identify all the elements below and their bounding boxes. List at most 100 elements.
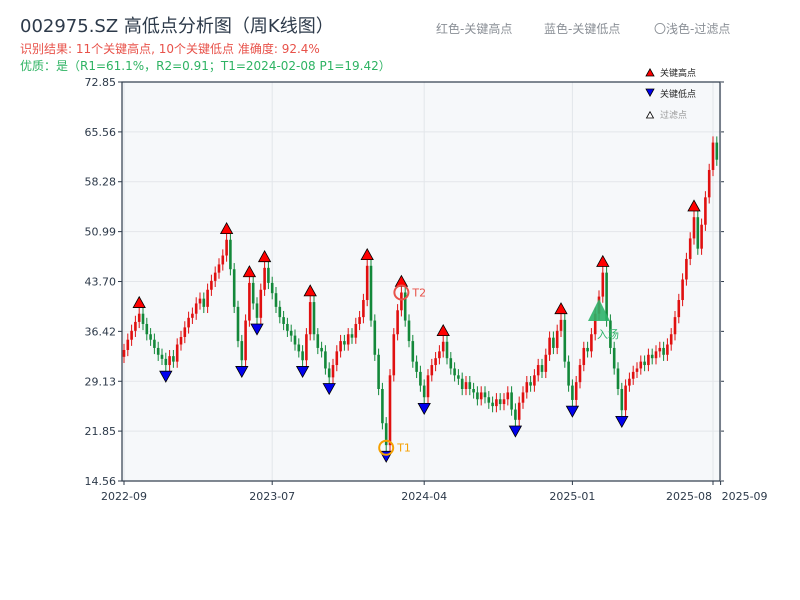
candle-body: [358, 317, 361, 324]
header-legend-red: 红色-关键高点: [436, 22, 513, 36]
legend-high-label: 关键高点: [660, 67, 696, 79]
candle-body: [156, 347, 160, 355]
candle-body: [567, 361, 570, 386]
candle-body: [628, 378, 631, 386]
candle-body: [498, 399, 502, 405]
candle-body: [229, 239, 232, 270]
key-low-marker: [417, 402, 431, 416]
key-low-marker: [508, 425, 523, 438]
candle-body: [248, 282, 251, 321]
candle-body: [388, 375, 392, 446]
candle-body: [403, 292, 407, 321]
candle-body: [126, 339, 130, 350]
candle-body: [662, 347, 665, 355]
candle-body: [297, 344, 301, 352]
candle-body: [552, 337, 555, 348]
header-legend-blue: 蓝色-关键低点: [544, 22, 621, 36]
legend-high-icon: [645, 67, 655, 77]
candle-body: [141, 313, 145, 324]
candle-body: [267, 267, 270, 283]
key-low-marker: [250, 323, 264, 336]
candle-body: [293, 335, 297, 345]
candle-body: [335, 351, 339, 366]
candle-body: [582, 347, 586, 366]
key-high-marker: [219, 221, 234, 235]
candle-body: [643, 361, 646, 366]
candle-body: [464, 382, 468, 390]
candle-body: [673, 317, 677, 335]
candle-body: [419, 371, 422, 386]
candle-body: [517, 402, 521, 420]
candle-body: [308, 302, 312, 335]
y-tick-label: 14.56: [85, 475, 117, 488]
key-high-marker: [257, 250, 272, 263]
candle-body: [715, 142, 719, 160]
candle-body: [210, 280, 213, 290]
candle-body: [384, 423, 388, 446]
candle-body: [312, 302, 316, 335]
candle-body: [457, 375, 460, 379]
candle-body: [301, 351, 304, 361]
candle-body: [316, 334, 320, 348]
candle-body: [688, 238, 692, 259]
y-tick-label: 65.56: [85, 126, 117, 139]
candle-body: [160, 354, 164, 359]
candle-body: [172, 356, 175, 362]
key-high-marker: [436, 323, 450, 337]
candle-body: [677, 300, 681, 318]
candle-body: [263, 267, 266, 290]
legend-low-label: 关键低点: [660, 88, 696, 100]
candle-body: [164, 358, 168, 366]
candle-body: [521, 392, 525, 403]
candle-body: [221, 255, 225, 265]
candle-body: [510, 392, 513, 410]
candle-body: [453, 368, 456, 376]
candle-body: [130, 330, 133, 340]
candle-body: [194, 303, 198, 314]
annotation-label-T1: T1: [396, 442, 411, 455]
candle-body: [350, 334, 354, 338]
candle-body: [441, 341, 445, 352]
candle-body: [544, 354, 548, 372]
candle-body: [354, 323, 358, 338]
candle-body: [274, 293, 278, 307]
key-low-marker: [565, 405, 580, 418]
x-tick-label: 2023-07: [249, 490, 295, 503]
candle-body: [327, 368, 331, 378]
x-tick-label: 2025-09: [722, 490, 768, 503]
candle-body: [491, 402, 494, 407]
plot-frame: [121, 81, 721, 482]
candle-body: [590, 334, 593, 352]
candle-body: [434, 358, 437, 366]
annotation-circle-T1: [378, 439, 395, 456]
candle-body: [502, 399, 506, 405]
candle-body: [704, 197, 707, 225]
candle-body: [381, 389, 384, 424]
candle-body: [392, 334, 396, 376]
x-tick-label: 2025-01: [549, 490, 595, 503]
candle-body: [259, 289, 263, 318]
candle-body: [548, 337, 551, 355]
candle-body: [137, 313, 141, 322]
candle-body: [426, 375, 430, 398]
y-tick-label: 21.85: [85, 425, 117, 438]
candle-body: [244, 320, 247, 361]
candle-body: [206, 289, 209, 307]
candle-body: [445, 341, 449, 359]
key-high-marker: [303, 284, 317, 297]
candle-body: [620, 389, 624, 411]
y-tick-label: 36.42: [85, 325, 117, 338]
candle-body: [183, 327, 187, 337]
candle-body: [320, 347, 323, 352]
candle-body: [593, 313, 597, 335]
entry-label: 入场: [597, 327, 619, 341]
candle-body: [460, 378, 464, 390]
key-high-marker: [360, 248, 374, 261]
candle-body: [578, 365, 582, 383]
y-tick-label: 72.85: [85, 76, 117, 89]
candle-body: [407, 320, 411, 342]
candle-body: [529, 382, 532, 386]
key-high-marker: [132, 295, 146, 308]
